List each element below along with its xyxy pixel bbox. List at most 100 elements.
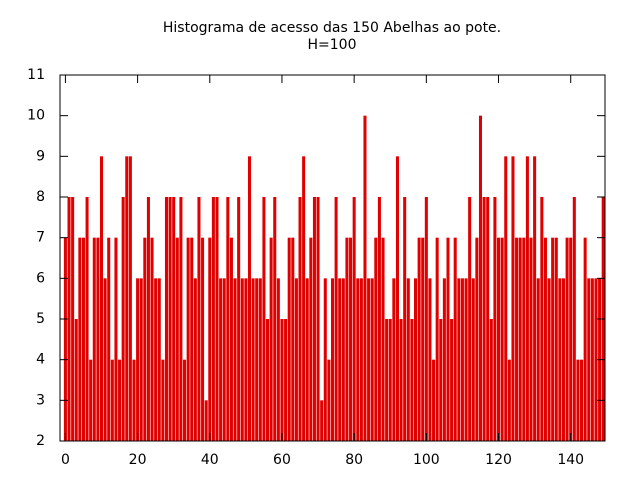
bar	[385, 319, 389, 441]
x-tick-label: 60	[273, 452, 291, 468]
bar	[179, 197, 183, 441]
bar	[515, 237, 519, 441]
bar	[154, 278, 158, 441]
bar	[561, 278, 566, 441]
bar	[489, 319, 493, 441]
y-tick-label: 4	[36, 352, 45, 368]
bar	[190, 237, 194, 441]
bar	[157, 278, 161, 441]
bar	[551, 237, 555, 441]
bar	[229, 237, 233, 441]
bar	[146, 197, 150, 441]
bar	[222, 278, 226, 441]
bar	[150, 237, 154, 441]
bar	[247, 156, 252, 442]
plot-frame	[59, 74, 606, 442]
bar	[493, 197, 497, 441]
bar	[312, 197, 316, 441]
bar	[85, 197, 89, 441]
bar	[403, 197, 407, 441]
bar	[96, 237, 100, 441]
bar	[356, 278, 360, 441]
bar	[172, 197, 176, 441]
bar	[377, 197, 381, 441]
bar	[255, 278, 259, 441]
bar	[558, 278, 562, 441]
bar	[211, 197, 215, 441]
bar	[363, 115, 367, 442]
bar	[345, 237, 349, 441]
bar	[338, 278, 342, 441]
bar	[417, 237, 421, 441]
bar	[305, 278, 309, 441]
y-tick-label: 2	[36, 433, 45, 449]
bar	[298, 197, 302, 441]
y-tick-label: 5	[36, 311, 45, 327]
bar	[287, 237, 291, 441]
bar	[569, 237, 573, 441]
bar	[572, 197, 576, 441]
x-tick-label: 100	[413, 452, 440, 468]
bar	[273, 197, 277, 441]
bar	[486, 197, 490, 441]
y-tick-label: 11	[27, 67, 45, 83]
bar	[323, 278, 327, 441]
bar	[453, 237, 457, 441]
bar	[367, 278, 371, 441]
bar	[428, 278, 432, 441]
x-tick-label: 0	[61, 452, 70, 468]
bar	[399, 319, 403, 441]
y-tick-label: 9	[36, 148, 45, 164]
bar	[89, 359, 93, 441]
bar	[204, 400, 208, 441]
bar	[320, 400, 324, 441]
x-tick-label: 40	[201, 452, 219, 468]
bar	[237, 197, 241, 441]
bar	[99, 156, 104, 442]
bar	[507, 359, 511, 441]
bar	[71, 197, 75, 441]
bar	[186, 237, 190, 441]
bar	[497, 237, 501, 441]
chart-title: Histograma de acesso das 150 Abelhas ao …	[163, 20, 501, 36]
bar	[309, 237, 313, 441]
bar	[583, 237, 587, 441]
x-tick-label: 140	[557, 452, 584, 468]
bar	[139, 278, 143, 441]
bar	[594, 278, 598, 441]
bar	[63, 237, 67, 441]
bar	[266, 319, 270, 441]
bar	[450, 319, 454, 441]
bar	[547, 278, 551, 441]
bar	[262, 197, 266, 441]
bar	[370, 278, 374, 441]
bar	[435, 237, 439, 441]
bar	[468, 197, 472, 441]
bar	[132, 359, 136, 441]
bar	[475, 237, 479, 441]
bar	[143, 237, 147, 441]
bar	[439, 319, 443, 441]
bar	[587, 278, 591, 441]
bar	[103, 278, 107, 441]
bar	[590, 278, 594, 441]
bar	[500, 237, 504, 441]
bar	[381, 237, 385, 441]
bar	[424, 197, 428, 441]
bar	[294, 278, 298, 441]
bar	[536, 278, 540, 441]
bar	[125, 156, 129, 442]
bar	[529, 237, 533, 441]
bar	[406, 278, 410, 441]
bar	[161, 359, 165, 441]
bar	[421, 237, 425, 441]
bar	[67, 197, 71, 441]
y-tick-label: 7	[36, 230, 45, 246]
bar	[478, 115, 482, 442]
bar	[78, 237, 82, 441]
bar	[543, 237, 547, 441]
bar	[276, 278, 280, 441]
bar	[302, 156, 306, 442]
bar	[118, 359, 122, 441]
